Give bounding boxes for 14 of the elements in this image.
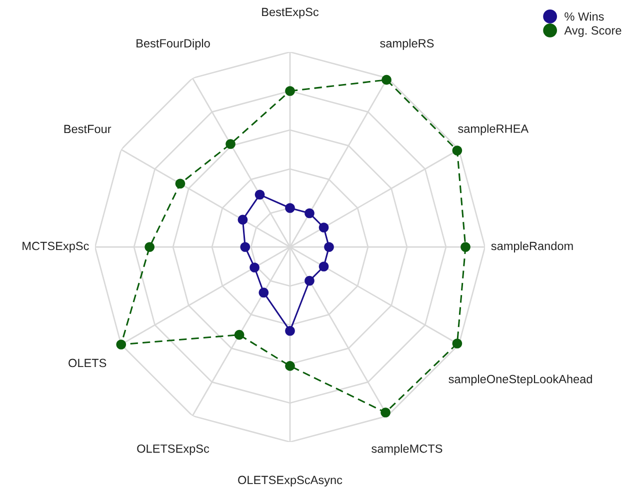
spoke-label: BestFour bbox=[64, 124, 112, 134]
spoke-label: OLETSExpScAsync bbox=[238, 476, 342, 487]
spoke-label: OLETS bbox=[68, 358, 106, 368]
spoke-label: BestExpSc bbox=[262, 8, 319, 19]
spoke-label: MCTSExpSc bbox=[22, 242, 89, 252]
legend-label: % Wins bbox=[564, 12, 604, 21]
legend-label: Avg. Score bbox=[564, 26, 622, 37]
spoke-label: BestFourDiplo bbox=[136, 38, 210, 50]
spoke-label: OLETSExpSc bbox=[137, 444, 210, 456]
spoke-label: sampleOneStepLookAhead bbox=[448, 374, 592, 386]
spoke-label: sampleRS bbox=[380, 38, 434, 50]
spoke-label: sampleMCTS bbox=[372, 444, 442, 456]
spoke-label: sampleRHEA bbox=[458, 124, 529, 136]
spoke-label: sampleRandom bbox=[491, 241, 573, 252]
